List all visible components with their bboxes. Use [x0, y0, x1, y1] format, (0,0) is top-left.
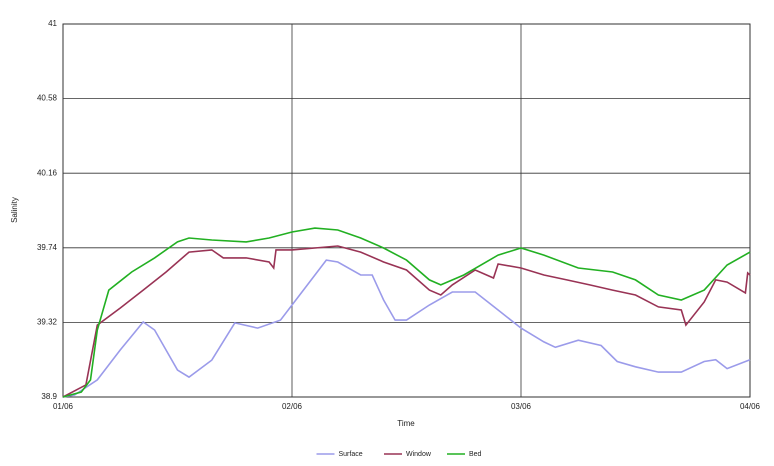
x-tick-label: 02/06: [282, 402, 303, 411]
series-line: [62, 245, 751, 398]
y-tick-label: 40.16: [37, 168, 58, 177]
legend-label: Bed: [469, 451, 482, 458]
legend-label: Window: [406, 451, 432, 458]
x-axis-label: Time: [397, 419, 415, 428]
x-tick-label: 01/06: [53, 402, 74, 411]
y-tick-label: 40.58: [37, 94, 58, 103]
legend-label: Surface: [339, 451, 363, 458]
y-tick-label: 38.9: [41, 392, 57, 401]
x-tick-label: 04/06: [740, 402, 761, 411]
plot-frame: [62, 23, 751, 398]
y-axis-label: Salinity: [10, 197, 19, 223]
y-tick-label: 39.32: [37, 318, 58, 327]
series-line: [62, 227, 751, 398]
series-line: [62, 259, 751, 398]
y-tick-label: 39.74: [37, 243, 58, 252]
x-tick-label: 03/06: [511, 402, 532, 411]
y-tick-label: 41: [48, 19, 57, 28]
